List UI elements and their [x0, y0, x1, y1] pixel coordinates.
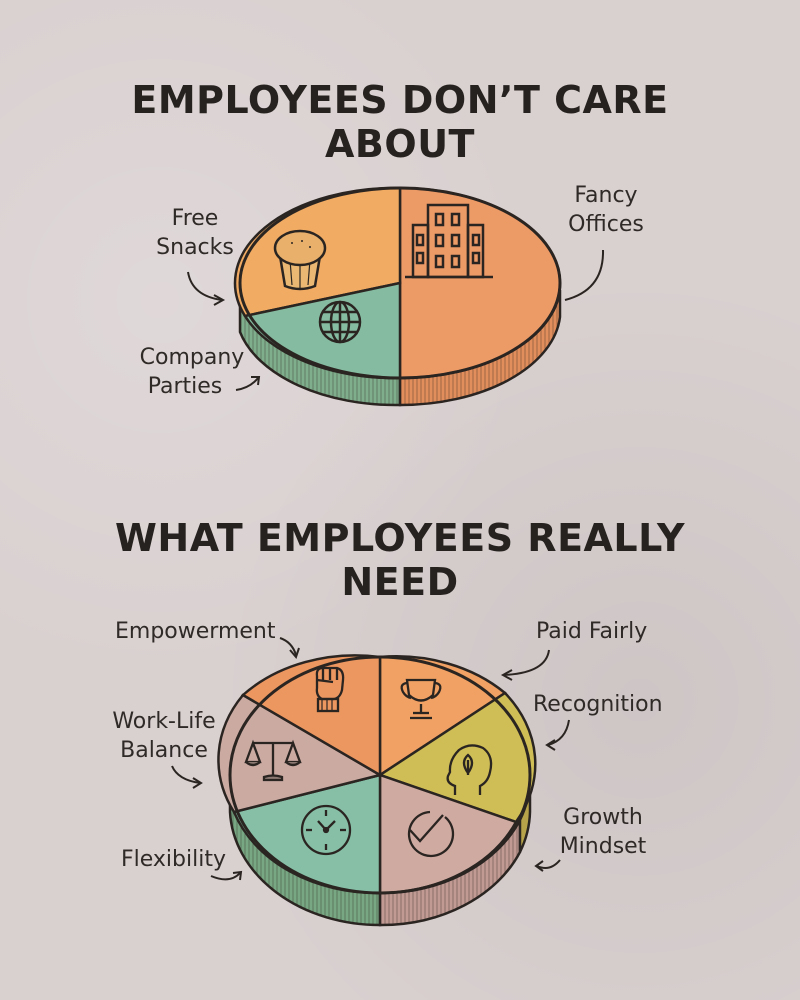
label-company-parties-line1: Company [139, 345, 245, 370]
label-free-snacks: Free Snacks [150, 204, 240, 262]
raised-fist-icon [315, 666, 345, 713]
label-growth-line1: Growth [563, 805, 643, 830]
arrow-growth-mindset [536, 859, 561, 869]
label-work-life-line1: Work-Life [112, 709, 216, 734]
top-title-line2: ABOUT [325, 122, 475, 166]
balance-scale-icon [244, 739, 302, 782]
arrow-flexibility [210, 872, 241, 881]
arrow-company-parties [235, 377, 259, 391]
arrow-fancy-offices [564, 249, 605, 301]
trophy-icon [400, 678, 442, 720]
label-fancy-offices: Fancy Offices [558, 181, 654, 239]
label-flexibility: Flexibility [121, 847, 226, 872]
label-company-parties: Company Parties [134, 343, 250, 401]
label-growth-mindset: Growth Mindset [553, 803, 653, 861]
slice-work-life-balance [217, 693, 384, 814]
checkmark-circle-icon [407, 810, 455, 858]
label-fancy-offices-line2: Offices [568, 212, 644, 237]
bottom-label-arrows [171, 637, 570, 881]
arrow-recognition [547, 719, 570, 746]
arrow-empowerment [279, 637, 297, 656]
top-chart-title: EMPLOYEES DON’T CARE ABOUT [0, 78, 800, 166]
head-leaf-icon [446, 744, 493, 795]
clock-icon [300, 804, 352, 856]
arrow-work-life [171, 765, 201, 784]
bottom-title-line1: WHAT EMPLOYEES REALLY [115, 516, 685, 560]
bottom-title-line2: NEED [341, 560, 459, 604]
label-free-snacks-line1: Free [171, 206, 219, 231]
label-fancy-offices-line1: Fancy [574, 183, 638, 208]
top-title-line1: EMPLOYEES DON’T CARE [131, 78, 669, 122]
top-label-arrows [187, 249, 605, 391]
globe-icon [318, 300, 362, 344]
label-company-parties-line2: Parties [147, 374, 223, 399]
arrow-free-snacks [187, 271, 223, 301]
label-paid-fairly: Paid Fairly [536, 619, 648, 644]
label-free-snacks-line2: Snacks [156, 235, 234, 260]
label-recognition: Recognition [533, 692, 663, 717]
office-building-icon [405, 203, 493, 279]
label-growth-line2: Mindset [559, 834, 647, 859]
bottom-pie-chart [171, 637, 570, 927]
label-work-life-balance: Work-Life Balance [108, 707, 220, 765]
arrow-paid-fairly [503, 649, 550, 676]
label-empowerment: Empowerment [115, 619, 276, 644]
top-pie-chart [187, 186, 605, 407]
muffin-icon [273, 229, 327, 291]
label-work-life-line2: Balance [120, 738, 208, 763]
bottom-chart-title: WHAT EMPLOYEES REALLY NEED [0, 516, 800, 604]
